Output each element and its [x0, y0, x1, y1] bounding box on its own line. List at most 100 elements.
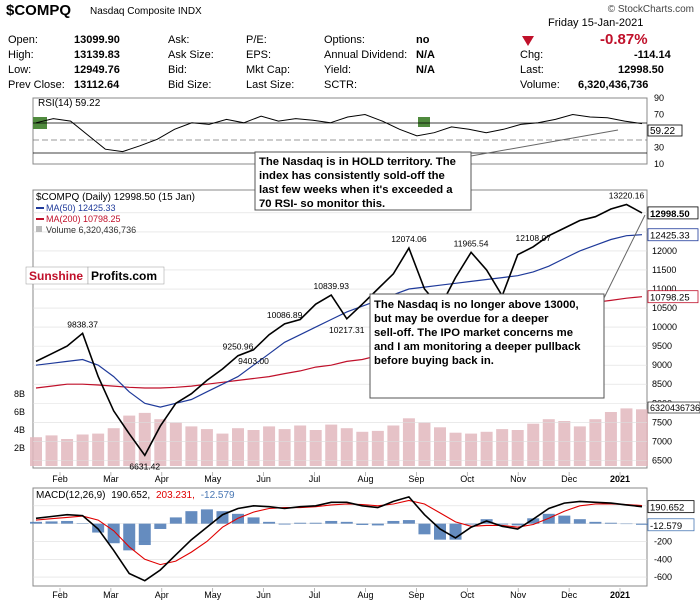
x-axis-label: Sep — [408, 474, 424, 484]
macd-title-signal: 203.231, — [156, 490, 195, 501]
note-line: 70 RSI- so monitor this. — [259, 198, 385, 210]
note-line: The Nasdaq is no longer above 13000, — [374, 299, 579, 311]
down-arrow-icon — [522, 36, 534, 46]
volume-bar — [107, 428, 120, 466]
volume-bar — [496, 429, 509, 466]
note-price: The Nasdaq is no longer above 13000, but … — [369, 214, 646, 399]
rsi-title: RSI(14) 59.22 — [38, 98, 101, 109]
price-annotation: 9250.96 — [223, 342, 254, 352]
macd-histogram-bar — [154, 523, 167, 529]
macd-tick-label: -200 — [654, 536, 672, 546]
macd-title-value: 190.652, — [111, 490, 150, 501]
macd-histogram-bar — [434, 523, 446, 540]
volume-bar — [449, 432, 462, 466]
eps-label: EPS: — [246, 49, 272, 61]
macd-histogram-bar — [636, 523, 648, 525]
macd-histogram-bar — [558, 515, 571, 524]
volume-bar — [527, 423, 540, 466]
last-size-label: Last Size: — [246, 79, 295, 91]
macd-tick-label: -400 — [654, 554, 672, 564]
price-tag-label: 12998.50 — [650, 209, 690, 220]
x-axis-label: Nov — [510, 590, 527, 600]
macd-histogram-bar — [200, 509, 213, 524]
volume-bar — [185, 426, 198, 466]
macd-histogram-bar — [169, 517, 182, 524]
x-axis-label: Oct — [460, 590, 475, 600]
rsi-tick-label: 90 — [654, 93, 664, 103]
macd-tag-label: -12.579 — [650, 521, 682, 532]
options-value: no — [416, 34, 430, 46]
price-annotation: 10839.93 — [314, 281, 350, 291]
note-rsi-text: The Nasdaq is in HOLD territory. The inde… — [259, 156, 456, 210]
volume-bar — [169, 422, 182, 466]
x-axis-label: May — [204, 474, 222, 484]
macd-histogram-bar — [107, 523, 120, 544]
volume-bar — [480, 431, 493, 466]
price-annotation: 11965.54 — [454, 238, 489, 248]
x-axis-label: Mar — [103, 590, 119, 600]
bid-label: Bid: — [168, 64, 187, 76]
note-rsi-arrow — [470, 129, 619, 157]
chg-label: Chg: — [520, 49, 544, 61]
prev-close-label: Prev Close: — [8, 79, 65, 91]
symbol-title: $COMPQ — [6, 2, 72, 19]
volume-bar — [216, 433, 229, 466]
macd-histogram-bar — [278, 523, 291, 525]
price-annotation: 10086.89 — [267, 310, 303, 320]
pct-change: -0.87% — [600, 31, 648, 48]
price-annotation: 12108.07 — [516, 233, 552, 243]
note-rsi-box — [254, 151, 472, 211]
ma200-legend: MA(200) 10798.25 — [46, 214, 121, 224]
rsi-value-tag — [647, 124, 683, 137]
volume-tick-label: 2B — [14, 443, 25, 453]
yield-label: Yield: — [324, 64, 352, 76]
x-axis-label: Dec — [561, 474, 578, 484]
macd-title-label: MACD(12,26,9) — [36, 490, 105, 501]
macd-histogram-bar — [45, 521, 58, 524]
x-axis-label: Dec — [561, 590, 578, 600]
bid-size-label: Bid Size: — [168, 79, 212, 91]
price-legend: $COMPQ (Daily) 12998.50 (15 Jan) MA(50) … — [36, 192, 195, 235]
rsi-line — [35, 113, 643, 153]
note-price-box — [369, 293, 605, 399]
macd-histogram-bar — [511, 523, 524, 526]
volume-bar — [542, 419, 555, 466]
macd-histogram-bar — [340, 521, 353, 524]
x-axis-label: May — [204, 590, 222, 600]
price-line — [35, 203, 643, 457]
volume-label: Volume: — [520, 79, 560, 91]
x-axis-label: Jul — [309, 590, 321, 600]
volume-tick-label: 4B — [14, 425, 25, 435]
high-value: 13139.83 — [74, 49, 120, 61]
x-axis-label: Jun — [256, 590, 271, 600]
macd-histogram-bar — [309, 522, 322, 524]
macd-histogram-bar — [604, 522, 617, 524]
price-tick-label: 6500 — [652, 455, 672, 465]
rsi-tick-label: 70 — [654, 110, 664, 120]
macd-histogram-bar — [387, 520, 400, 524]
x-axis-label: Apr — [155, 474, 169, 484]
index-name: Nasdaq Composite INDX — [90, 6, 202, 17]
high-label: High: — [8, 49, 34, 61]
ask-label: Ask: — [168, 34, 190, 46]
x-axis-label: Feb — [52, 590, 68, 600]
last-label: Last: — [520, 64, 544, 76]
volume-bar — [620, 408, 633, 466]
macd-panel: MACD(12,26,9) 190.652, 203.231, -12.579 … — [30, 487, 695, 587]
last-value: 12998.50 — [618, 64, 664, 76]
pe-label: P/E: — [246, 34, 267, 46]
note-rsi: The Nasdaq is in HOLD territory. The inde… — [254, 129, 619, 211]
volume-bar — [604, 412, 617, 466]
dividend-value: N/A — [416, 49, 435, 61]
macd-histogram-bar — [527, 518, 540, 524]
x-axis-label: Apr — [155, 590, 169, 600]
volume-bar — [309, 430, 322, 466]
macd-histogram-bar — [371, 523, 384, 526]
mktcap-label: Mkt Cap: — [246, 64, 291, 76]
note-line: sell-off. The IPO market concerns me — [374, 327, 573, 339]
chg-value: -114.14 — [634, 49, 671, 61]
volume-tick-label: 6B — [14, 407, 25, 417]
x-axis-label: Aug — [357, 590, 373, 600]
volume-bar — [30, 437, 42, 466]
price-annotation: 9838.37 — [67, 319, 98, 329]
